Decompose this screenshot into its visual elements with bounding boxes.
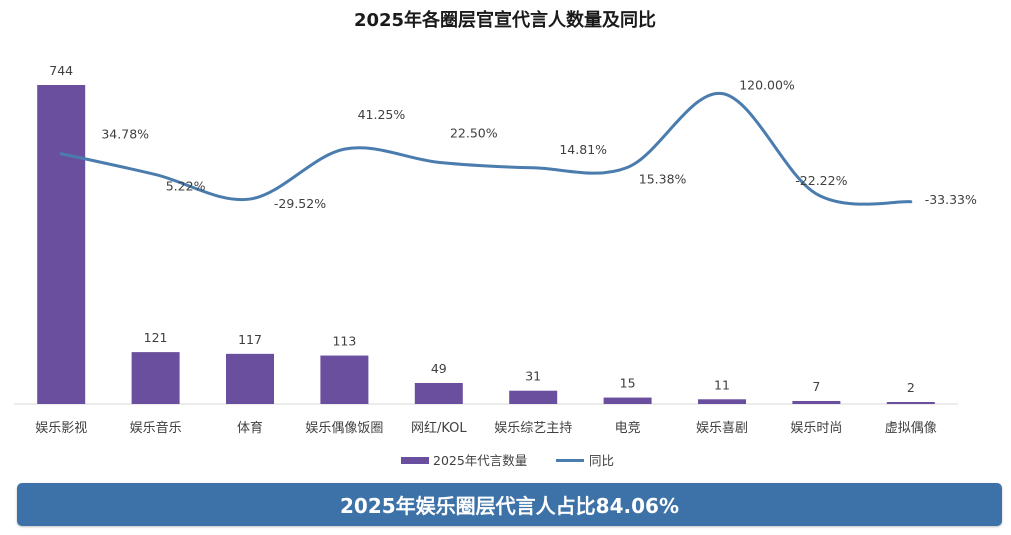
line-label-3: 41.25%: [358, 107, 406, 122]
x-tick-5: 娱乐综艺主持: [494, 421, 572, 436]
bar-label-9: 2: [907, 380, 915, 395]
bar-8: [792, 400, 841, 404]
bar-7: [698, 399, 746, 404]
bar-label-1: 121: [144, 330, 168, 345]
x-tick-4: 网红/KOL: [411, 420, 467, 436]
bar-5: [509, 390, 558, 404]
legend-label-line: 同比: [589, 453, 614, 468]
x-tick-3: 娱乐偶像饭圈: [305, 421, 383, 436]
bar-4: [414, 382, 463, 404]
bar-label-3: 113: [332, 334, 356, 349]
line-label-4: 22.50%: [450, 125, 498, 140]
summary-banner: 2025年娱乐圈层代言人占比84.06%: [17, 483, 1002, 526]
x-tick-8: 娱乐时尚: [790, 421, 842, 436]
x-axis-ticks: 娱乐影视 娱乐音乐 体育 娱乐偶像饭圈 网红/KOL 娱乐综艺主持 电竞 娱乐喜剧 娱乐时尚 虚拟…: [35, 420, 937, 436]
bar-3: [320, 355, 369, 404]
legend-label-bar: 2025年代言数量: [433, 453, 527, 468]
line-label-6: 15.38%: [639, 171, 687, 186]
x-tick-7: 娱乐喜剧: [696, 421, 748, 436]
bar-0: [37, 85, 86, 404]
line-label-1: 5.22%: [166, 179, 206, 194]
x-tick-9: 虚拟偶像: [885, 421, 937, 436]
x-tick-2: 体育: [237, 420, 263, 436]
legend: 2025年代言数量 同比: [401, 453, 614, 468]
bar-label-6: 15: [620, 376, 636, 391]
bar-series: [37, 85, 935, 404]
line-label-5: 14.81%: [559, 142, 607, 157]
x-tick-1: 娱乐音乐: [130, 420, 182, 436]
legend-swatch-bar: [401, 457, 429, 464]
x-tick-0: 娱乐影视: [35, 421, 87, 436]
bar-9: [886, 402, 935, 404]
bar-label-4: 49: [431, 361, 447, 376]
x-tick-6: 电竞: [615, 420, 641, 436]
line-label-8: -22.22%: [795, 173, 847, 188]
bar-6: [603, 397, 652, 404]
bar-1: [131, 352, 180, 404]
bar-label-5: 31: [525, 369, 541, 384]
bar-label-8: 7: [812, 379, 820, 394]
line-data-labels: 34.78% 5.22% -29.52% 41.25% 22.50% 14.81% 15.3…: [101, 78, 977, 212]
chart-title: 2025年各圈层官宣代言人数量及同比: [354, 9, 656, 31]
line-label-7: 120.00%: [739, 78, 795, 93]
bar-label-2: 117: [238, 332, 262, 347]
line-label-9: -33.33%: [925, 192, 977, 207]
bar-label-0: 744: [49, 63, 73, 78]
line-label-0: 34.78%: [101, 127, 149, 142]
line-label-2: -29.52%: [274, 196, 326, 211]
line-series-yoy: [59, 92, 913, 206]
bar-label-7: 11: [714, 377, 730, 392]
bar-2: [226, 353, 274, 404]
